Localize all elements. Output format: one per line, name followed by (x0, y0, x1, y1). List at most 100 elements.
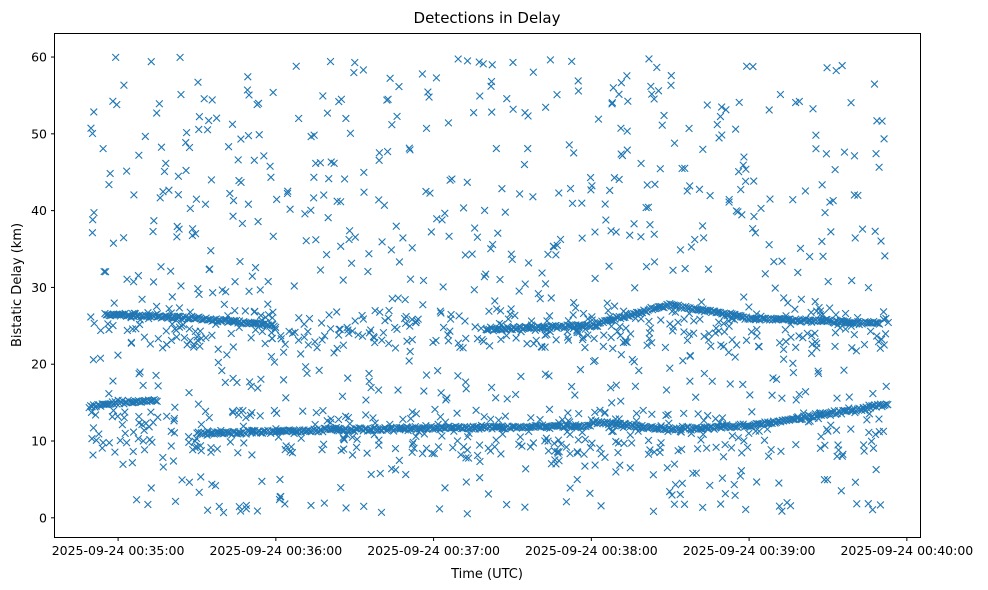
data-point (472, 406, 480, 415)
data-point (764, 419, 773, 428)
data-point (676, 246, 685, 254)
data-point (375, 436, 383, 444)
data-point (128, 458, 137, 467)
data-point (461, 334, 470, 343)
data-point (208, 331, 216, 340)
data-point (266, 162, 274, 171)
data-point (512, 334, 520, 342)
data-point (457, 450, 465, 459)
data-point (204, 116, 213, 125)
data-point (827, 228, 835, 236)
data-point (399, 234, 407, 242)
data-point (775, 479, 783, 487)
data-point (764, 452, 773, 461)
data-point (724, 348, 733, 357)
data-point (109, 377, 117, 385)
data-point (90, 208, 98, 217)
data-point (612, 313, 621, 321)
data-point (610, 302, 619, 310)
data-point (884, 400, 892, 409)
data-point (814, 414, 823, 423)
data-point (312, 408, 321, 417)
data-point (550, 243, 558, 251)
data-point (735, 98, 744, 107)
data-point (621, 420, 629, 428)
data-point (652, 424, 661, 433)
data-point (521, 280, 530, 288)
data-point (680, 315, 688, 323)
data-point (449, 443, 457, 452)
data-point (140, 333, 149, 341)
data-point (686, 377, 694, 385)
data-point (95, 430, 103, 438)
data-point (461, 317, 469, 325)
data-point (811, 329, 819, 338)
data-point (146, 340, 155, 348)
data-point (320, 332, 329, 340)
data-point (590, 334, 598, 343)
data-point (753, 332, 761, 340)
data-point (89, 424, 98, 432)
data-point (568, 199, 577, 208)
data-point (765, 106, 773, 114)
data-point (197, 420, 206, 429)
data-point (258, 327, 267, 336)
data-point (139, 381, 147, 390)
data-point (339, 445, 348, 453)
data-point (420, 430, 429, 438)
data-point (254, 217, 262, 226)
data-point (646, 220, 654, 229)
data-point (377, 508, 386, 517)
data-point (486, 415, 495, 424)
data-point (491, 393, 500, 402)
data-point (432, 214, 441, 223)
data-point (626, 464, 635, 472)
data-point (552, 335, 560, 344)
data-point (375, 156, 383, 165)
data-point (504, 315, 513, 323)
data-point (239, 406, 247, 415)
data-point (821, 410, 830, 419)
data-point (203, 427, 212, 435)
data-point (564, 316, 573, 325)
data-point (336, 242, 345, 251)
data-point (618, 151, 627, 160)
data-point (156, 194, 164, 202)
data-point (832, 311, 840, 319)
data-point (244, 200, 253, 208)
data-point (391, 344, 400, 352)
data-point (498, 184, 506, 193)
data-point (509, 105, 517, 114)
data-point (264, 300, 272, 308)
data-point (730, 316, 739, 324)
data-point (599, 342, 608, 351)
data-point (676, 427, 685, 436)
data-point (462, 454, 470, 462)
data-point (208, 96, 216, 104)
data-point (461, 251, 470, 259)
data-point (251, 326, 260, 334)
data-point (637, 232, 645, 241)
data-point (818, 181, 826, 189)
data-point (689, 329, 698, 337)
data-point (412, 432, 420, 441)
data-point (168, 320, 177, 328)
data-point (768, 391, 776, 400)
data-point (395, 258, 404, 266)
data-point (834, 441, 842, 449)
data-point (565, 418, 574, 426)
data-point (399, 415, 407, 424)
data-point (742, 62, 751, 71)
data-point (339, 341, 348, 349)
data-point (868, 505, 877, 514)
data-point (725, 322, 733, 330)
data-point (185, 143, 194, 152)
data-point (814, 369, 823, 378)
data-point (811, 297, 819, 306)
data-point (309, 194, 318, 202)
data-point (195, 488, 203, 497)
data-point (678, 164, 686, 173)
data-point (766, 195, 774, 203)
data-point (557, 440, 565, 449)
data-point (480, 206, 489, 215)
